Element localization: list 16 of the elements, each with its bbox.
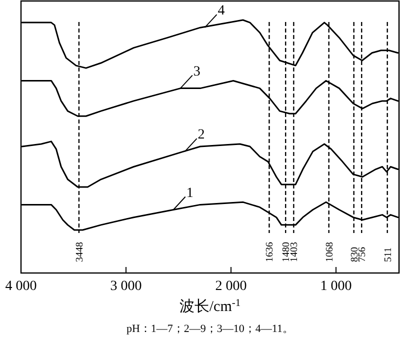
ref-line-label: 1403 (289, 242, 300, 262)
ref-line-label: 1068 (324, 242, 336, 262)
ref-line-label: 1636 (264, 242, 276, 262)
x-tick-label: 4 000 (5, 279, 37, 294)
x-tick-label: 3 000 (110, 279, 142, 294)
x-tick-label: 2 000 (215, 279, 247, 294)
annotation: 4 (218, 4, 225, 19)
ref-line-label: 3448 (74, 242, 86, 262)
annotation: 2 (198, 128, 205, 143)
text: pH：1—7；2—9；3—10；4—11。 (126, 323, 294, 335)
ref-line-label: 756 (357, 247, 368, 262)
ref-line-label: 511 (382, 247, 394, 262)
annotation: 1 (186, 186, 194, 201)
x-axis-title: 波长/cm$^{-1}$ (179, 298, 241, 315)
annotation: 3 (193, 64, 200, 80)
x-tick-label: 1 000 (320, 279, 352, 294)
